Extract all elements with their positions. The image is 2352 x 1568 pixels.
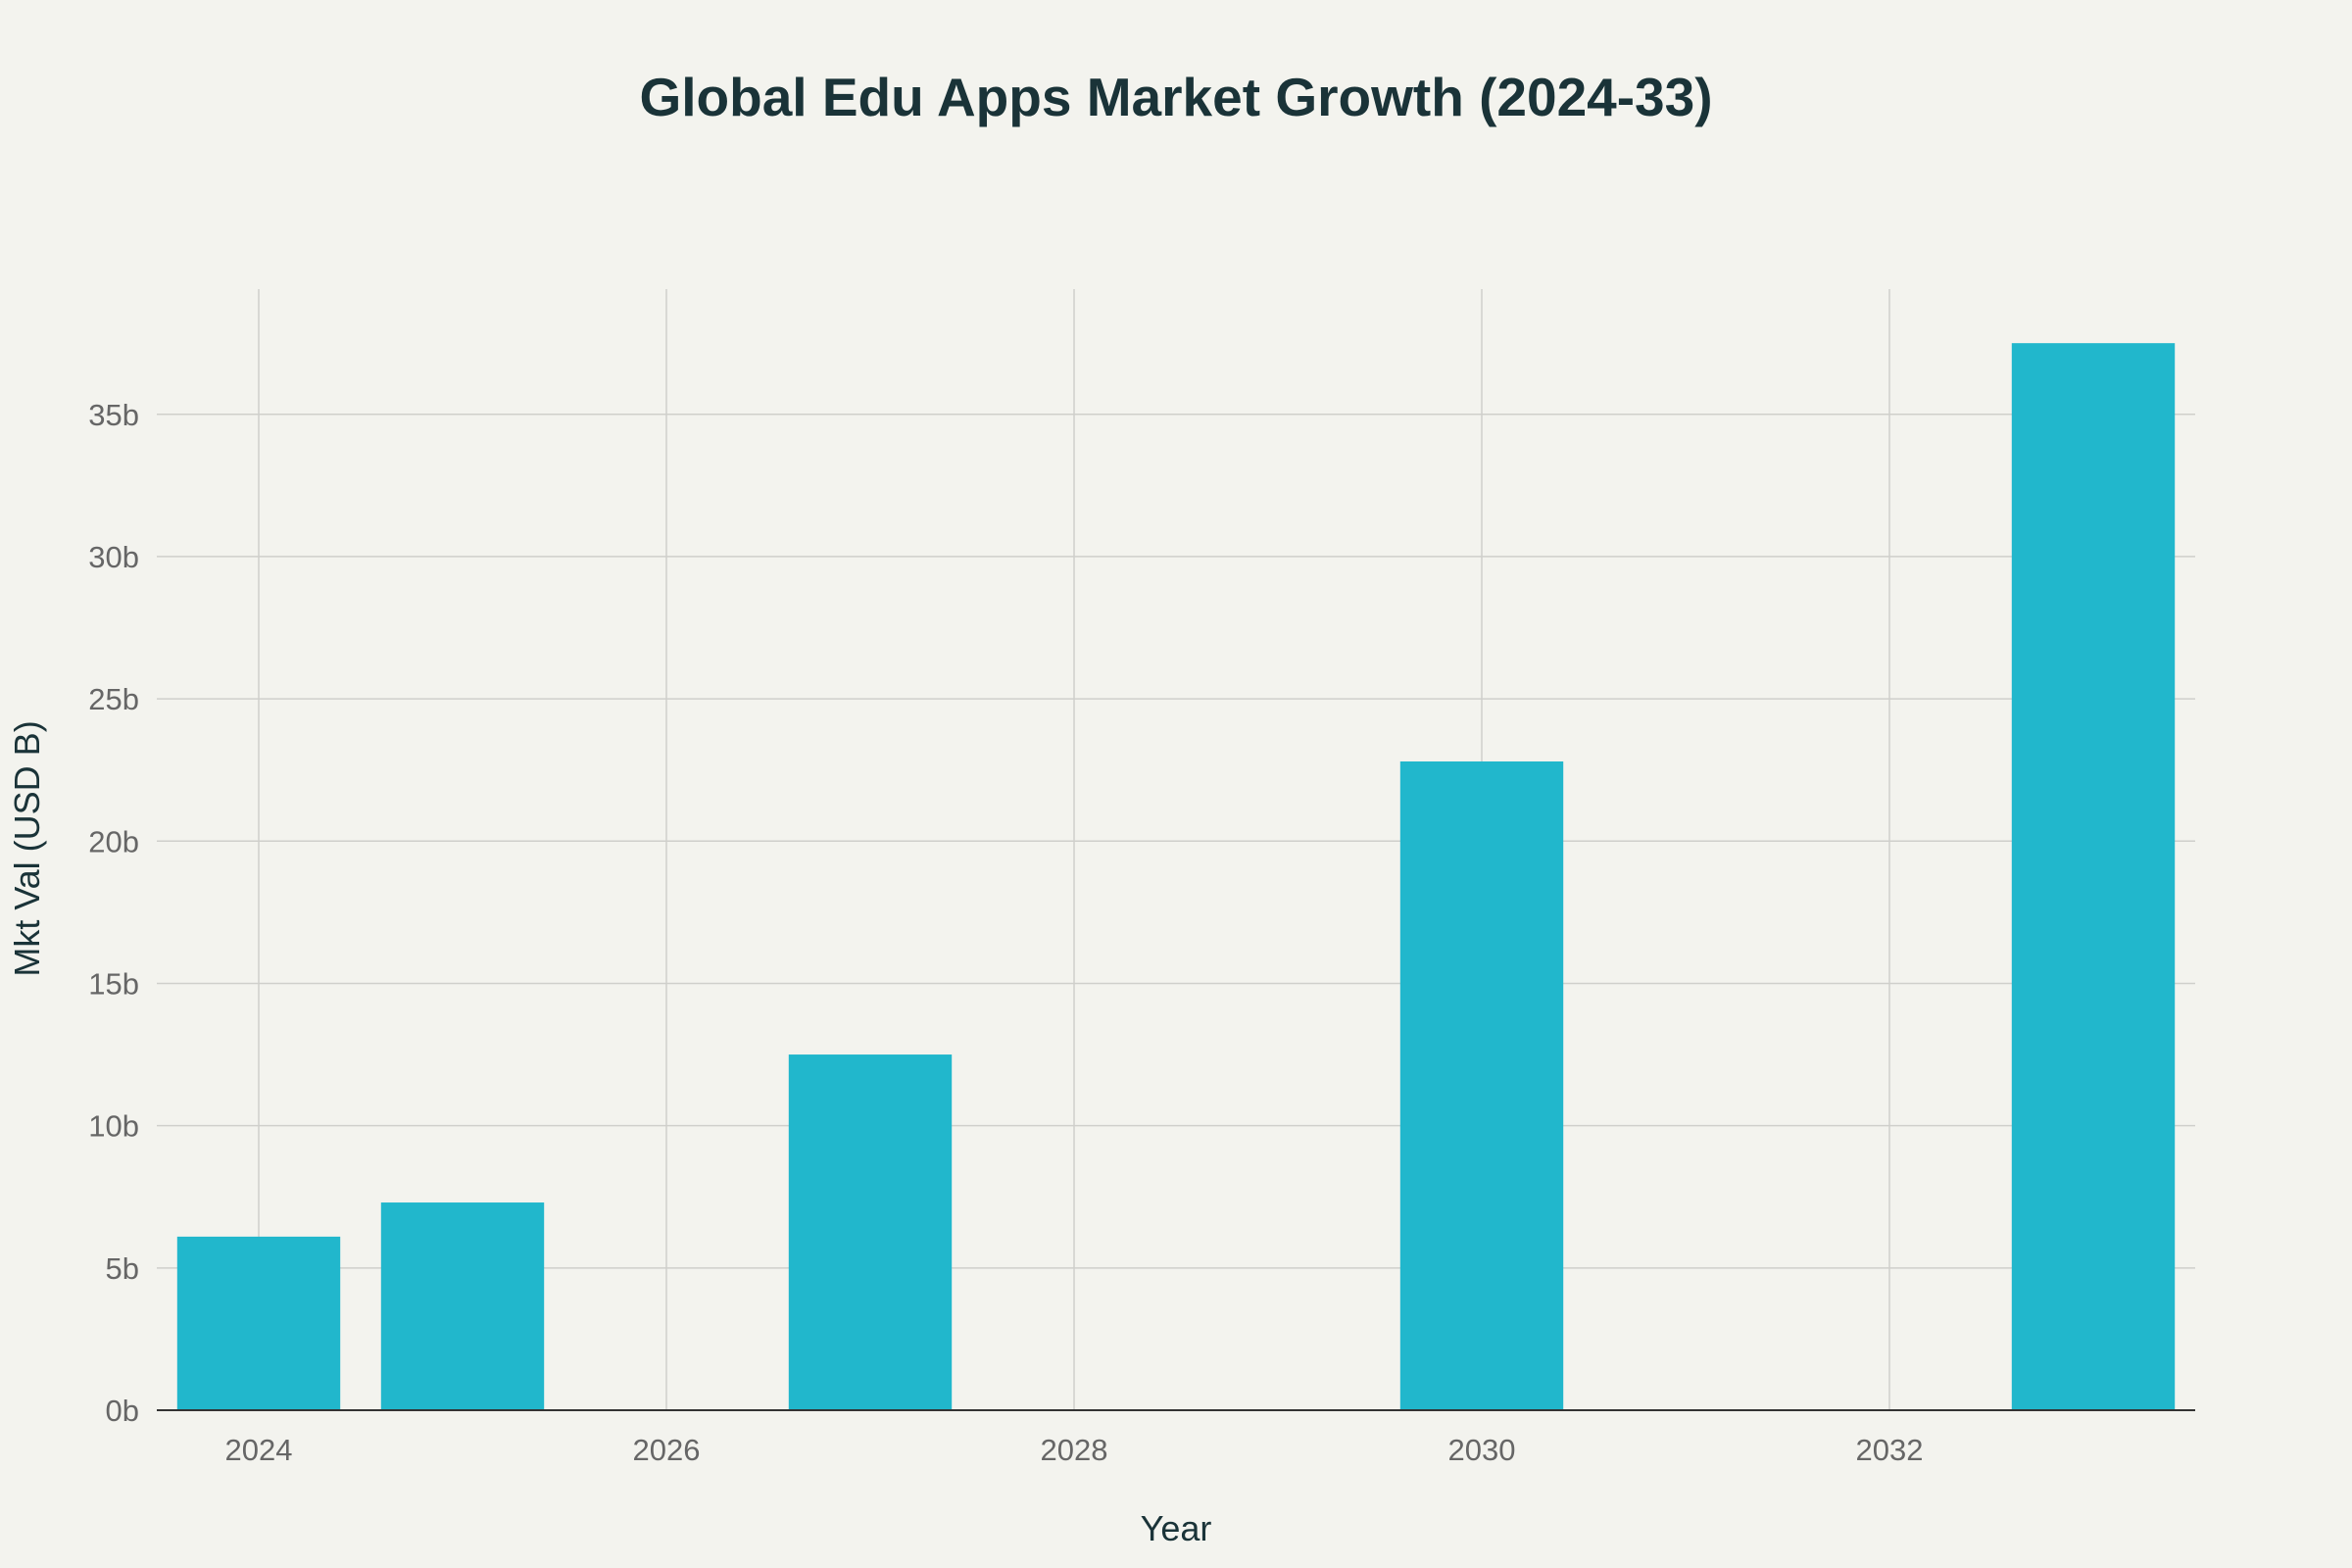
y-tick-label: 25b bbox=[88, 682, 139, 716]
y-tick-label: 20b bbox=[88, 824, 139, 858]
bar-2025 bbox=[380, 1202, 545, 1410]
y-tick-label: 30b bbox=[88, 540, 139, 574]
y-axis-label: Mkt Val (USD B) bbox=[7, 720, 47, 976]
chart-title: Global Edu Apps Market Growth (2024-33) bbox=[639, 67, 1712, 127]
x-tick-label: 2026 bbox=[633, 1433, 701, 1467]
gridlines bbox=[157, 289, 2195, 1410]
x-tick-label: 2032 bbox=[1856, 1433, 1924, 1467]
x-tick-label: 2028 bbox=[1041, 1433, 1108, 1467]
bars bbox=[176, 343, 2176, 1411]
bar-2030 bbox=[1399, 760, 1564, 1410]
y-tick-label: 5b bbox=[106, 1251, 139, 1286]
x-tick-label: 2024 bbox=[225, 1433, 293, 1467]
tick-labels: 0b 5b 10b 15b 20b 25b 30b 35b 2024 2026 2028 2030 20… bbox=[88, 398, 1923, 1467]
y-tick-label: 35b bbox=[88, 398, 139, 432]
x-tick-label: 2030 bbox=[1448, 1433, 1516, 1467]
y-tick-label: 0b bbox=[106, 1394, 139, 1428]
bar-2027 bbox=[788, 1054, 953, 1410]
bar-2033 bbox=[2011, 343, 2176, 1411]
y-tick-label: 10b bbox=[88, 1109, 139, 1144]
x-axis-label: Year bbox=[1141, 1508, 1212, 1548]
bar-2024 bbox=[176, 1236, 341, 1410]
y-tick-label: 15b bbox=[88, 966, 139, 1001]
